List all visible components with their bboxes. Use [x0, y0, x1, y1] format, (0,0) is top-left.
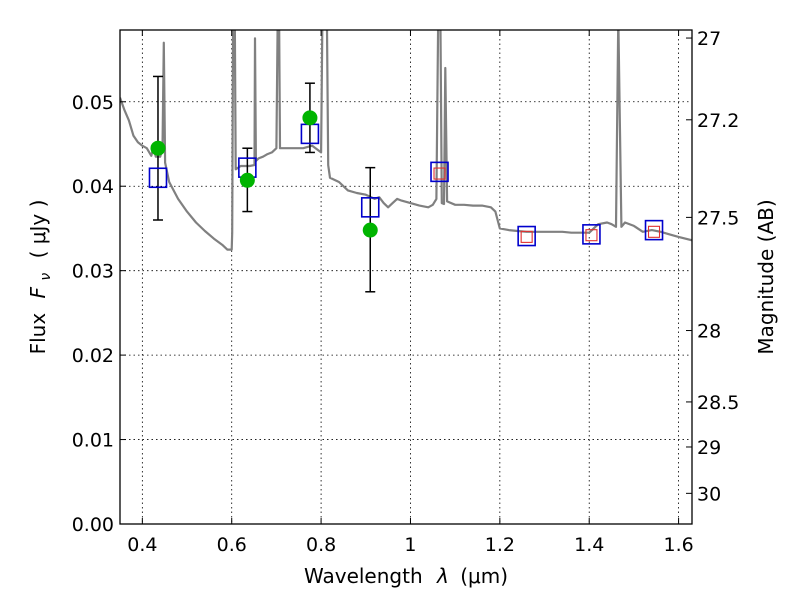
- y-tick-label: 0.05: [72, 92, 114, 114]
- magnitude-tick-label: 28: [697, 321, 721, 343]
- x-tick-label: 0.6: [217, 534, 247, 556]
- y-tick-label: 0.03: [72, 261, 114, 283]
- x-axis-label-symbol: λ: [436, 564, 449, 588]
- y-tick-label: 0.01: [72, 430, 114, 452]
- magnitude-tick-label: 28.5: [697, 392, 739, 414]
- nir-photometry-square: [520, 230, 533, 243]
- observed-flux-point: [302, 110, 318, 126]
- plot-frame: [119, 29, 693, 525]
- x-tick-label: 1: [404, 534, 416, 556]
- y-tick-label: 0.00: [72, 514, 114, 536]
- observed-flux-point: [150, 140, 166, 156]
- model-photometry-square: [644, 219, 664, 241]
- axis-ticks: 0.4 0.6 0.8 1 1.2 1.4 1.6 0.00 0.01 0.02 0.03 0.04 0…: [72, 28, 740, 556]
- y-axis-label-subscript: ν: [38, 273, 54, 281]
- model-photometry-square: [360, 197, 380, 218]
- magnitude-tick-label: 27.2: [697, 110, 739, 132]
- nir-photometry-square: [647, 225, 661, 238]
- y-tick-label: 0.04: [72, 176, 114, 198]
- model-spectrum-line: [120, 30, 692, 251]
- nir-photometry-square: [585, 229, 598, 242]
- y-axis-label-unit: ( μJy ): [26, 200, 50, 259]
- grid: [120, 30, 692, 525]
- magnitude-tick-label: 30: [697, 483, 721, 505]
- model-photometry-square: [148, 167, 168, 189]
- model-photometry-square: [517, 225, 536, 247]
- x-tick-label: 0.4: [127, 534, 157, 556]
- x-axis-label-unit: (μm): [460, 564, 508, 588]
- y-axis-label-symbol: F: [26, 286, 50, 298]
- x-tick-label: 1.6: [663, 534, 693, 556]
- magnitude-tick-label: 27: [697, 28, 721, 50]
- y-axis-label-text: Flux: [26, 313, 50, 355]
- x-axis-label: Wavelength λ (μm): [304, 564, 508, 588]
- x-tick-label: 0.8: [306, 534, 336, 556]
- observed-flux-point: [362, 222, 378, 238]
- y-tick-label: 0.02: [72, 345, 114, 367]
- magnitude-tick-label: 29: [697, 437, 721, 459]
- model-photometry-square: [582, 224, 601, 245]
- magnitude-axis-label: Magnitude (AB): [754, 199, 778, 354]
- y-axis-label: Flux F ν ( μJy ): [26, 200, 55, 355]
- x-tick-label: 1.4: [574, 534, 604, 556]
- nir-photometry-square: [433, 167, 446, 180]
- magnitude-tick-label: 27.5: [697, 207, 739, 229]
- x-tick-label: 1.2: [485, 534, 515, 556]
- x-axis-label-text: Wavelength: [304, 564, 423, 588]
- plot-area: [120, 30, 692, 293]
- model-photometry-square: [430, 161, 449, 183]
- observed-flux-point: [239, 172, 255, 188]
